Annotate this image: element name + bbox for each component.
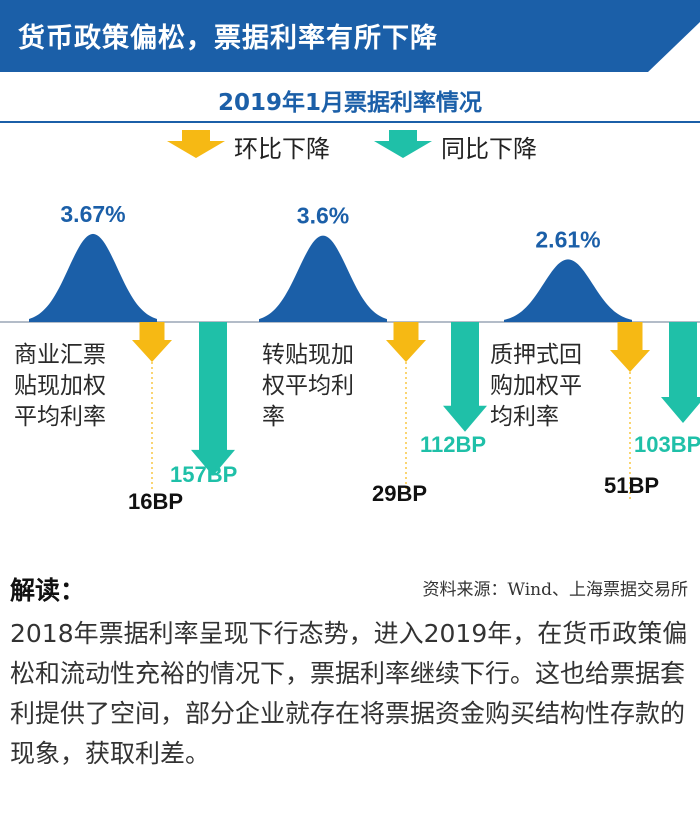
category-label-3-line-1: 质押式回 xyxy=(490,342,582,368)
mom-value-label-1: 16BP xyxy=(128,489,183,514)
page-title: 货币政策偏松，票据利率有所下降 xyxy=(18,23,438,54)
rate-label-3: 2.61% xyxy=(535,226,600,252)
legend-label-mom: 环比下降 xyxy=(234,135,330,163)
category-label-2-line-3: 率 xyxy=(262,404,285,430)
mom-value-label-2: 29BP xyxy=(372,481,427,506)
rate-label-1: 3.67% xyxy=(60,201,125,227)
rate-bell-3 xyxy=(504,259,632,322)
yoy-value-label-1: 157BP xyxy=(170,462,237,487)
mom-arrow-2 xyxy=(386,322,426,362)
yoy-arrow-1 xyxy=(191,322,235,476)
rate-label-2: 3.6% xyxy=(297,203,349,229)
reading-title: 解读： xyxy=(10,576,86,605)
chart-title: 2019年1月票据利率情况 xyxy=(217,90,483,116)
legend-label-yoy: 同比下降 xyxy=(441,135,537,163)
mom-arrow-1 xyxy=(132,322,172,362)
category-label-1-line-1: 商业汇票 xyxy=(14,342,106,368)
category-label-1-line-3: 平均利率 xyxy=(14,404,106,430)
mom-value-label-3: 51BP xyxy=(604,473,659,498)
yoy-value-label-3: 103BP xyxy=(634,432,700,457)
yoy-arrow-2 xyxy=(443,322,487,432)
legend-mom-icon xyxy=(167,130,225,158)
legend-yoy-icon xyxy=(374,130,432,158)
rate-bell-2 xyxy=(259,235,387,322)
category-label-3-line-2: 购加权平 xyxy=(490,373,582,399)
rate-bell-1 xyxy=(29,233,157,322)
title-divider xyxy=(0,121,700,123)
header-banner xyxy=(0,0,700,72)
category-label-3-line-3: 均利率 xyxy=(490,404,559,430)
category-label-1-line-2: 贴现加权 xyxy=(14,373,106,399)
yoy-arrow-3 xyxy=(661,322,700,423)
yoy-value-label-2: 112BP xyxy=(420,432,486,457)
mom-arrow-3 xyxy=(610,322,650,372)
source-note: 资料来源：Wind、上海票据交易所 xyxy=(422,580,688,600)
category-label-2-line-2: 权平均利 xyxy=(262,373,354,399)
category-label-2-line-1: 转贴现加 xyxy=(262,342,354,368)
reading-text: 2018年票据利率呈现下行态势，进入2019年，在货币政策偏松和流动性充裕的情况… xyxy=(10,619,688,768)
